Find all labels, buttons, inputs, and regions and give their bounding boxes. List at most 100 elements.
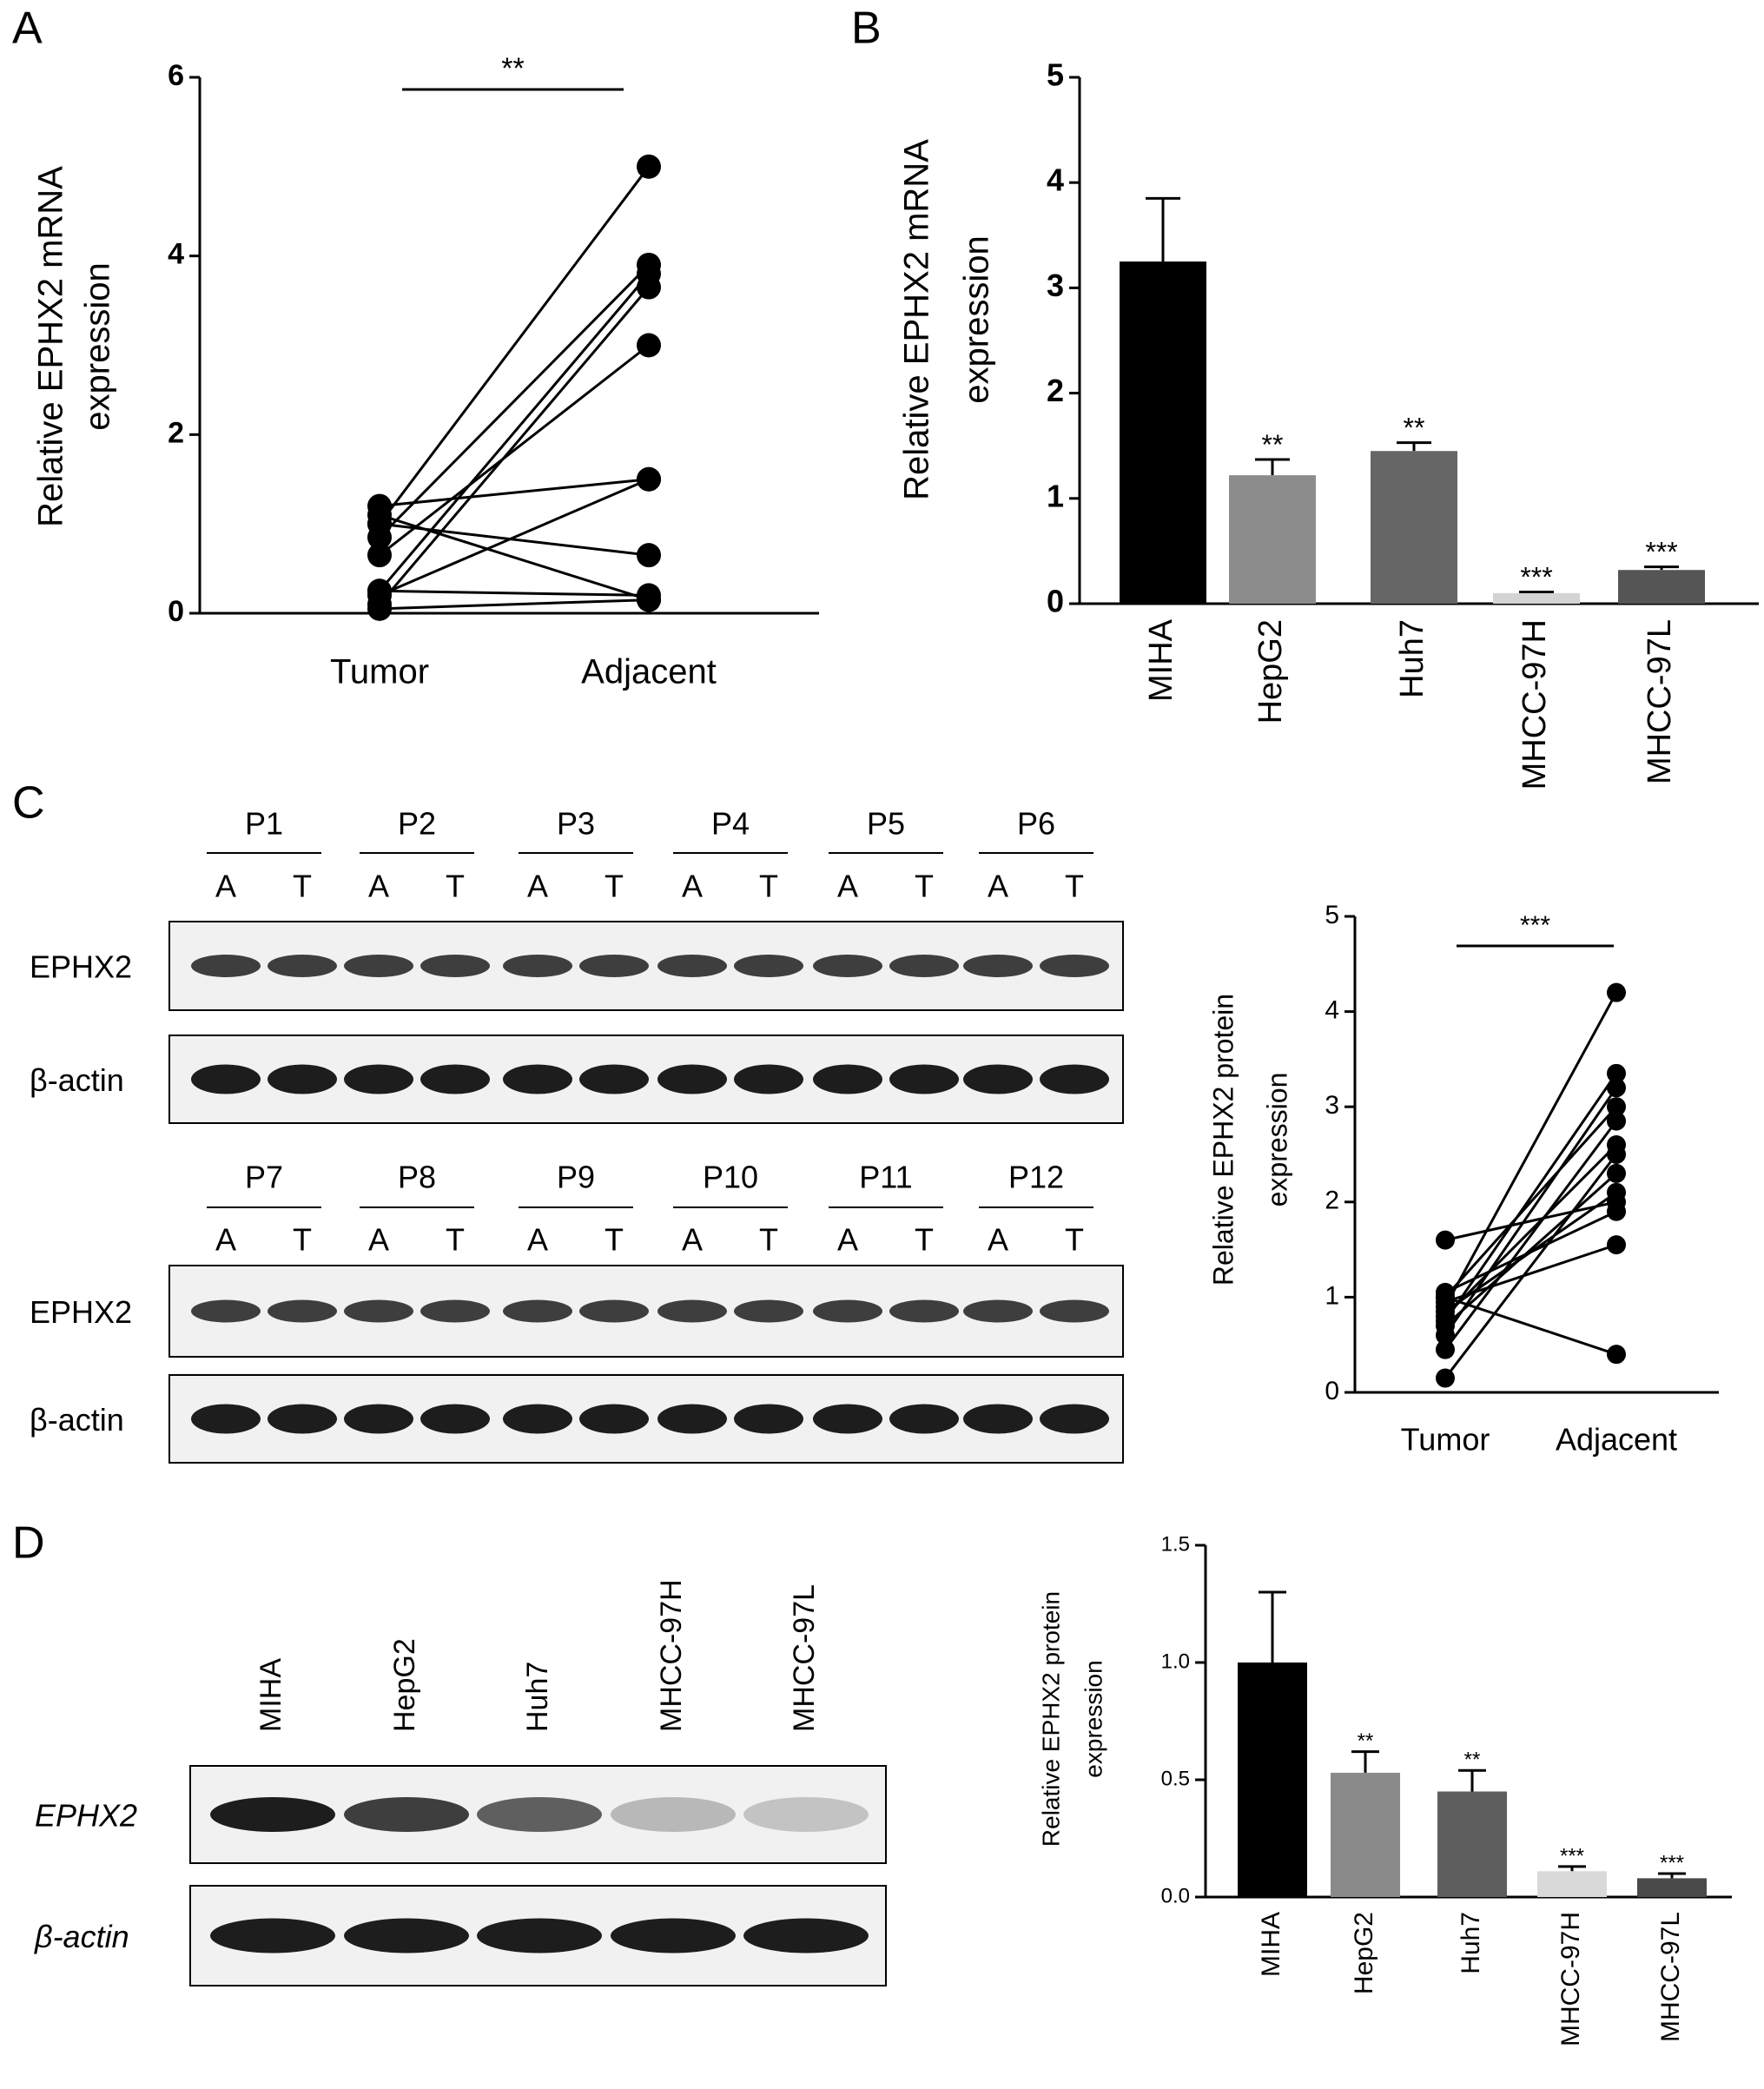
band bbox=[344, 1918, 469, 1953]
bar bbox=[1238, 1663, 1307, 1897]
x-tick-label: Huh7 bbox=[1457, 1912, 1485, 1974]
point bbox=[1607, 1097, 1626, 1117]
point bbox=[1607, 1111, 1626, 1131]
band bbox=[889, 1404, 959, 1434]
band bbox=[657, 1299, 727, 1323]
band bbox=[503, 1064, 572, 1094]
y-tick-label: 3 bbox=[1325, 1091, 1339, 1120]
pair-line bbox=[1444, 1143, 1618, 1318]
band bbox=[813, 1299, 882, 1323]
point bbox=[1436, 1316, 1455, 1336]
x-tick-label: MHCC-97H bbox=[1556, 1912, 1585, 2046]
point bbox=[1607, 1345, 1626, 1365]
y-tick-label: 5 bbox=[1047, 57, 1064, 93]
band bbox=[210, 1918, 335, 1953]
row-label: β-actin bbox=[34, 1919, 129, 1954]
pair-line bbox=[379, 589, 650, 597]
point bbox=[1436, 1282, 1455, 1302]
band bbox=[611, 1797, 736, 1832]
point bbox=[367, 578, 392, 604]
significance-label: *** bbox=[1645, 537, 1677, 568]
pair-line bbox=[379, 344, 650, 557]
band bbox=[344, 1404, 413, 1434]
pair-line bbox=[378, 286, 651, 605]
band bbox=[1040, 1064, 1109, 1094]
bar bbox=[1437, 1791, 1507, 1897]
x-tick-label: MIHA bbox=[1143, 618, 1179, 702]
panel-label: B bbox=[851, 3, 882, 54]
significance-label: *** bbox=[1660, 1852, 1684, 1875]
y-tick-label: 0 bbox=[1325, 1377, 1339, 1405]
band bbox=[734, 1299, 803, 1323]
band bbox=[344, 1064, 413, 1094]
pair-line bbox=[1444, 1295, 1617, 1356]
lane-label: T bbox=[1065, 1222, 1084, 1258]
lane-label: T bbox=[446, 1222, 465, 1258]
lane-label: A bbox=[368, 869, 389, 904]
pair-line bbox=[1444, 1087, 1618, 1337]
lane-label: T bbox=[293, 869, 312, 904]
point bbox=[637, 333, 661, 358]
band bbox=[1040, 1404, 1109, 1434]
bar bbox=[1537, 1871, 1607, 1897]
pair-line bbox=[378, 273, 651, 592]
lane-label: MHCC-97H bbox=[655, 1579, 688, 1732]
x-tick-label: MHCC-97L bbox=[1656, 1912, 1685, 2042]
sample-label: P6 bbox=[1017, 806, 1055, 842]
y-tick-label: 6 bbox=[168, 59, 184, 92]
band bbox=[611, 1918, 736, 1953]
band bbox=[963, 955, 1033, 977]
band bbox=[657, 1404, 727, 1434]
lane-label: A bbox=[988, 1222, 1008, 1258]
x-tick-label: Tumor bbox=[330, 653, 429, 691]
panel-label: C bbox=[12, 778, 45, 829]
y-tick-label: 4 bbox=[168, 238, 184, 271]
band bbox=[743, 1797, 869, 1832]
lane-label: A bbox=[837, 869, 858, 904]
point bbox=[367, 543, 392, 568]
band bbox=[734, 955, 803, 977]
lane-label: A bbox=[215, 869, 236, 904]
lane-label: T bbox=[759, 869, 778, 904]
pair-line bbox=[1444, 1106, 1618, 1299]
band bbox=[1040, 955, 1109, 977]
row-label: EPHX2 bbox=[30, 1294, 132, 1330]
band bbox=[191, 1404, 261, 1434]
sample-label: P2 bbox=[398, 806, 436, 842]
pair-line bbox=[1444, 1154, 1618, 1379]
x-tick-label: Tumor bbox=[1401, 1422, 1490, 1458]
row-label: EPHX2 bbox=[30, 949, 132, 985]
point bbox=[637, 274, 661, 300]
lane-label: T bbox=[1065, 869, 1084, 904]
pair-line bbox=[1444, 1200, 1617, 1242]
band bbox=[579, 955, 649, 977]
pair-line bbox=[1444, 1243, 1617, 1304]
significance-label: *** bbox=[1520, 562, 1552, 593]
band bbox=[191, 955, 261, 977]
x-tick-label: MIHA bbox=[1257, 1912, 1285, 1977]
lane-label: A bbox=[837, 1222, 858, 1258]
lane-label: A bbox=[368, 1222, 389, 1258]
panel-label: A bbox=[12, 3, 43, 54]
x-tick-label: Adjacent bbox=[581, 653, 717, 691]
band bbox=[963, 1404, 1033, 1434]
lane-label: MIHA bbox=[254, 1658, 287, 1732]
band bbox=[963, 1299, 1033, 1323]
bar bbox=[1618, 570, 1705, 604]
lane-label: T bbox=[759, 1222, 778, 1258]
pair-line bbox=[379, 478, 650, 508]
point bbox=[637, 587, 661, 612]
point bbox=[1607, 982, 1626, 1002]
pair-line bbox=[379, 478, 650, 597]
sample-label: P9 bbox=[557, 1160, 595, 1195]
sample-label: P1 bbox=[245, 806, 283, 842]
band bbox=[420, 1299, 490, 1323]
y-axis-label: Relative EPHX2 protein bbox=[1037, 1591, 1064, 1847]
x-tick-label: Huh7 bbox=[1394, 619, 1430, 698]
significance-label: *** bbox=[1520, 911, 1550, 940]
lane-label: T bbox=[605, 869, 624, 904]
band bbox=[420, 1064, 490, 1094]
y-tick-label: 3 bbox=[1047, 268, 1064, 303]
lane-label: T bbox=[915, 869, 934, 904]
